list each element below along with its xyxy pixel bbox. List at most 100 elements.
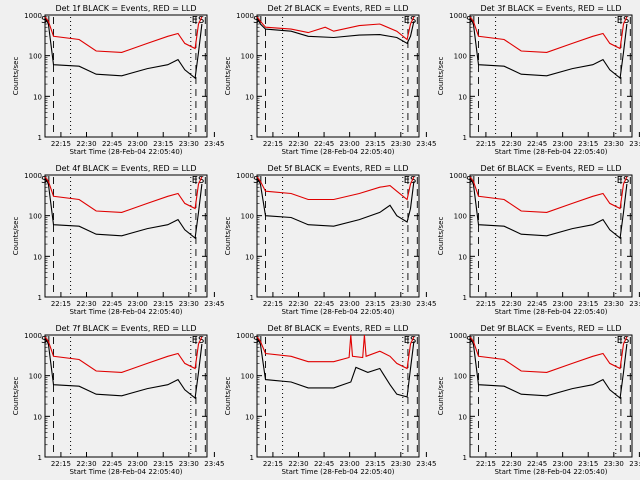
marker-label-es: ES [404, 335, 417, 346]
plot-frame [44, 174, 208, 298]
y-tick-label: 1000 [236, 332, 254, 340]
y-tick-label: 1000 [24, 332, 42, 340]
chart-panel: Det 7f BLACK = Events, RED = LLD 1 10 100 10… [12, 324, 224, 476]
marker-label-es: ES [192, 15, 205, 26]
y-tick-label: 10 [458, 253, 467, 261]
x-tick-label: 23:30 [391, 300, 411, 308]
chart-panel: Det 5f BLACK = Events, RED = LLD 1 10 100 10… [224, 164, 436, 316]
events-series-line [256, 336, 415, 398]
events-series-line [469, 16, 628, 80]
y-tick-label: 100 [454, 53, 467, 61]
plot-frame [44, 14, 208, 138]
y-axis-label: Counts/sec [12, 217, 20, 256]
x-tick-label: 23:15 [365, 460, 385, 468]
y-tick-label: 10 [458, 413, 467, 421]
x-tick-label: 22:30 [76, 460, 96, 468]
y-tick-label: 1 [463, 294, 467, 302]
marker-label-es: ES [617, 175, 630, 186]
x-tick-label: 22:15 [51, 460, 71, 468]
x-axis-label: Start Time (28-Feb-04 22:05:40) [494, 148, 607, 156]
marker-label-es: ES [192, 175, 205, 186]
y-axis-label: Counts/sec [437, 57, 445, 96]
x-tick-label: 22:15 [476, 300, 496, 308]
x-tick-label: 23:15 [578, 140, 598, 148]
x-tick-label: 23:00 [128, 140, 148, 148]
y-tick-label: 1000 [24, 172, 42, 180]
x-tick-label: 23:00 [340, 300, 360, 308]
y-axis-label: Counts/sec [437, 217, 445, 256]
plot-frame [469, 174, 633, 298]
x-tick-label: 23:15 [153, 460, 173, 468]
x-tick-label: 22:45 [102, 300, 122, 308]
y-tick-label: 100 [29, 213, 42, 221]
marker-label-es: ES [404, 175, 417, 186]
y-axis-label: Counts/sec [224, 377, 232, 416]
x-tick-label: 23:30 [391, 460, 411, 468]
lld-series-line [256, 334, 415, 370]
x-tick-label: 22:15 [476, 460, 496, 468]
plot-frame [256, 14, 420, 138]
x-tick-label: 23:15 [578, 460, 598, 468]
marker-label-si: SI [41, 175, 50, 186]
marker-label-si: SI [466, 15, 475, 26]
x-tick-label: 23:00 [553, 460, 573, 468]
y-axis-label: Counts/sec [224, 217, 232, 256]
x-tick-label: 23:45 [629, 140, 640, 148]
x-tick-label: 23:00 [128, 460, 148, 468]
x-tick-label: 23:45 [416, 300, 436, 308]
x-tick-label: 23:15 [578, 300, 598, 308]
chart-panel: Det 4f BLACK = Events, RED = LLD 1 10 100 10… [12, 164, 224, 316]
chart-panel: Det 3f BLACK = Events, RED = LLD 1 10 100 10… [437, 4, 640, 156]
marker-label-si: SI [466, 175, 475, 186]
x-tick-label: 22:15 [476, 140, 496, 148]
x-tick-label: 23:15 [153, 300, 173, 308]
chart-title: Det 6f BLACK = Events, RED = LLD [480, 164, 621, 173]
events-series-line [256, 16, 415, 45]
y-tick-label: 10 [245, 413, 254, 421]
x-tick-label: 22:30 [501, 300, 521, 308]
y-tick-label: 1000 [24, 12, 42, 20]
x-tick-label: 23:30 [179, 140, 199, 148]
x-tick-label: 23:45 [204, 300, 224, 308]
y-tick-label: 100 [454, 213, 467, 221]
y-tick-label: 100 [29, 373, 42, 381]
x-tick-label: 22:30 [288, 460, 308, 468]
chart-title: Det 7f BLACK = Events, RED = LLD [55, 324, 196, 333]
chart-panel: Det 9f BLACK = Events, RED = LLD 1 10 100 10… [437, 324, 640, 476]
marker-label-si: SI [41, 335, 50, 346]
y-tick-label: 1 [250, 294, 254, 302]
x-tick-label: 22:15 [263, 140, 283, 148]
y-tick-label: 100 [241, 373, 254, 381]
x-tick-label: 22:30 [288, 140, 308, 148]
x-tick-label: 23:30 [604, 300, 624, 308]
y-tick-label: 1 [38, 454, 42, 462]
events-series-line [44, 16, 203, 80]
y-tick-label: 1000 [449, 172, 467, 180]
x-axis-label: Start Time (28-Feb-04 22:05:40) [69, 468, 182, 476]
y-tick-label: 100 [29, 53, 42, 61]
x-tick-label: 22:45 [102, 460, 122, 468]
events-series-line [44, 176, 203, 240]
x-axis-label: Start Time (28-Feb-04 22:05:40) [281, 468, 394, 476]
marker-label-es: ES [192, 335, 205, 346]
x-tick-label: 23:45 [204, 140, 224, 148]
x-tick-label: 23:45 [204, 460, 224, 468]
events-series-line [469, 336, 628, 400]
y-tick-label: 1 [463, 454, 467, 462]
x-tick-label: 22:45 [314, 460, 334, 468]
y-tick-label: 1000 [449, 12, 467, 20]
lld-series-line [44, 336, 203, 373]
plot-frame [256, 174, 420, 298]
y-tick-label: 10 [245, 93, 254, 101]
x-tick-label: 23:30 [179, 300, 199, 308]
x-tick-label: 23:15 [365, 140, 385, 148]
x-axis-label: Start Time (28-Feb-04 22:05:40) [69, 308, 182, 316]
lld-series-line [256, 16, 415, 41]
x-tick-label: 22:15 [51, 300, 71, 308]
x-tick-label: 23:30 [604, 140, 624, 148]
x-tick-label: 23:00 [340, 460, 360, 468]
x-tick-label: 23:30 [604, 460, 624, 468]
y-tick-label: 1 [38, 134, 42, 142]
chart-title: Det 5f BLACK = Events, RED = LLD [267, 164, 408, 173]
chart-panel: Det 8f BLACK = Events, RED = LLD 1 10 100 10… [224, 324, 436, 476]
